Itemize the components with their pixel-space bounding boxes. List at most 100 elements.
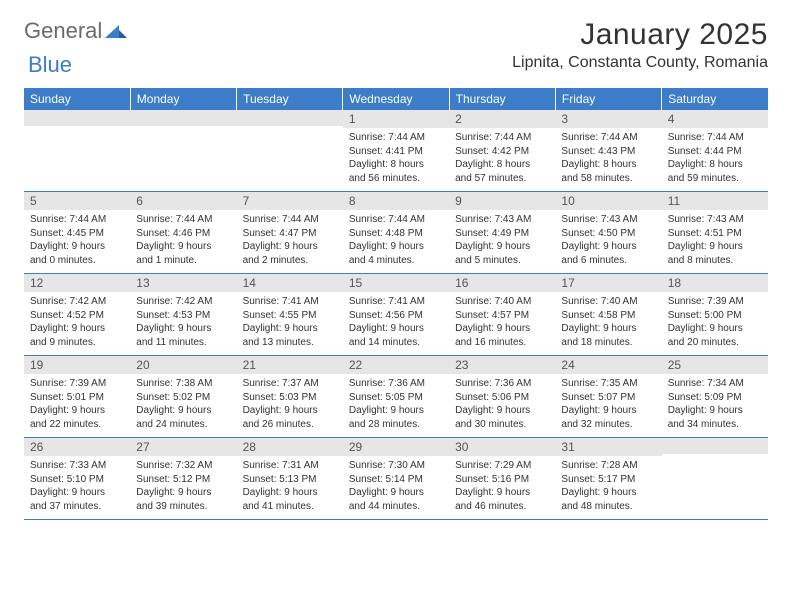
day-cell: 30Sunrise: 7:29 AMSunset: 5:16 PMDayligh… bbox=[449, 438, 555, 520]
daylight-text: Daylight: 9 hours and 46 minutes. bbox=[455, 486, 549, 513]
day-body bbox=[24, 126, 130, 182]
sunset-text: Sunset: 5:13 PM bbox=[243, 473, 337, 487]
sunrise-text: Sunrise: 7:33 AM bbox=[30, 459, 124, 473]
sunset-text: Sunset: 5:07 PM bbox=[561, 391, 655, 405]
day-number: 8 bbox=[343, 192, 449, 210]
day-number bbox=[237, 110, 343, 126]
day-cell: 10Sunrise: 7:43 AMSunset: 4:50 PMDayligh… bbox=[555, 192, 661, 274]
sunset-text: Sunset: 4:46 PM bbox=[136, 227, 230, 241]
day-number: 6 bbox=[130, 192, 236, 210]
sunset-text: Sunset: 4:43 PM bbox=[561, 145, 655, 159]
day-header: Sunday bbox=[24, 88, 130, 110]
day-number: 26 bbox=[24, 438, 130, 456]
sunrise-text: Sunrise: 7:44 AM bbox=[30, 213, 124, 227]
daylight-text: Daylight: 9 hours and 48 minutes. bbox=[561, 486, 655, 513]
sunset-text: Sunset: 4:52 PM bbox=[30, 309, 124, 323]
day-number: 27 bbox=[130, 438, 236, 456]
sunrise-text: Sunrise: 7:43 AM bbox=[561, 213, 655, 227]
day-number: 25 bbox=[662, 356, 768, 374]
sunset-text: Sunset: 4:47 PM bbox=[243, 227, 337, 241]
daylight-text: Daylight: 9 hours and 5 minutes. bbox=[455, 240, 549, 267]
day-cell: 24Sunrise: 7:35 AMSunset: 5:07 PMDayligh… bbox=[555, 356, 661, 438]
day-cell: 7Sunrise: 7:44 AMSunset: 4:47 PMDaylight… bbox=[237, 192, 343, 274]
day-cell: 15Sunrise: 7:41 AMSunset: 4:56 PMDayligh… bbox=[343, 274, 449, 356]
day-number bbox=[662, 438, 768, 454]
day-number: 30 bbox=[449, 438, 555, 456]
daylight-text: Daylight: 9 hours and 2 minutes. bbox=[243, 240, 337, 267]
day-cell: 14Sunrise: 7:41 AMSunset: 4:55 PMDayligh… bbox=[237, 274, 343, 356]
daylight-text: Daylight: 8 hours and 58 minutes. bbox=[561, 158, 655, 185]
day-cell: 23Sunrise: 7:36 AMSunset: 5:06 PMDayligh… bbox=[449, 356, 555, 438]
day-number: 5 bbox=[24, 192, 130, 210]
day-number: 29 bbox=[343, 438, 449, 456]
day-cell: 2Sunrise: 7:44 AMSunset: 4:42 PMDaylight… bbox=[449, 110, 555, 192]
sunset-text: Sunset: 4:44 PM bbox=[668, 145, 762, 159]
day-cell: 18Sunrise: 7:39 AMSunset: 5:00 PMDayligh… bbox=[662, 274, 768, 356]
day-number bbox=[130, 110, 236, 126]
daylight-text: Daylight: 9 hours and 39 minutes. bbox=[136, 486, 230, 513]
sunrise-text: Sunrise: 7:44 AM bbox=[455, 131, 549, 145]
day-body: Sunrise: 7:41 AMSunset: 4:56 PMDaylight:… bbox=[343, 292, 449, 355]
day-body: Sunrise: 7:36 AMSunset: 5:06 PMDaylight:… bbox=[449, 374, 555, 437]
day-header: Thursday bbox=[449, 88, 555, 110]
day-body: Sunrise: 7:44 AMSunset: 4:44 PMDaylight:… bbox=[662, 128, 768, 191]
title-block: January 2025 Lipnita, Constanta County, … bbox=[512, 18, 768, 72]
day-cell: 28Sunrise: 7:31 AMSunset: 5:13 PMDayligh… bbox=[237, 438, 343, 520]
day-number: 28 bbox=[237, 438, 343, 456]
sunrise-text: Sunrise: 7:38 AM bbox=[136, 377, 230, 391]
week-row: 1Sunrise: 7:44 AMSunset: 4:41 PMDaylight… bbox=[24, 110, 768, 192]
day-number: 10 bbox=[555, 192, 661, 210]
day-body: Sunrise: 7:44 AMSunset: 4:42 PMDaylight:… bbox=[449, 128, 555, 191]
day-body: Sunrise: 7:41 AMSunset: 4:55 PMDaylight:… bbox=[237, 292, 343, 355]
location-text: Lipnita, Constanta County, Romania bbox=[512, 54, 768, 72]
daylight-text: Daylight: 9 hours and 30 minutes. bbox=[455, 404, 549, 431]
day-body: Sunrise: 7:44 AMSunset: 4:48 PMDaylight:… bbox=[343, 210, 449, 273]
daylight-text: Daylight: 9 hours and 32 minutes. bbox=[561, 404, 655, 431]
daylight-text: Daylight: 9 hours and 0 minutes. bbox=[30, 240, 124, 267]
sunrise-text: Sunrise: 7:40 AM bbox=[561, 295, 655, 309]
day-cell: 21Sunrise: 7:37 AMSunset: 5:03 PMDayligh… bbox=[237, 356, 343, 438]
day-body: Sunrise: 7:40 AMSunset: 4:57 PMDaylight:… bbox=[449, 292, 555, 355]
day-body: Sunrise: 7:44 AMSunset: 4:46 PMDaylight:… bbox=[130, 210, 236, 273]
day-cell: 5Sunrise: 7:44 AMSunset: 4:45 PMDaylight… bbox=[24, 192, 130, 274]
daylight-text: Daylight: 9 hours and 18 minutes. bbox=[561, 322, 655, 349]
sunset-text: Sunset: 4:41 PM bbox=[349, 145, 443, 159]
sunset-text: Sunset: 4:51 PM bbox=[668, 227, 762, 241]
day-cell: 13Sunrise: 7:42 AMSunset: 4:53 PMDayligh… bbox=[130, 274, 236, 356]
day-number: 7 bbox=[237, 192, 343, 210]
day-cell bbox=[662, 438, 768, 520]
day-body: Sunrise: 7:34 AMSunset: 5:09 PMDaylight:… bbox=[662, 374, 768, 437]
day-body: Sunrise: 7:28 AMSunset: 5:17 PMDaylight:… bbox=[555, 456, 661, 519]
daylight-text: Daylight: 9 hours and 11 minutes. bbox=[136, 322, 230, 349]
day-body: Sunrise: 7:37 AMSunset: 5:03 PMDaylight:… bbox=[237, 374, 343, 437]
sunrise-text: Sunrise: 7:32 AM bbox=[136, 459, 230, 473]
sunrise-text: Sunrise: 7:44 AM bbox=[349, 131, 443, 145]
day-cell bbox=[237, 110, 343, 192]
day-cell: 27Sunrise: 7:32 AMSunset: 5:12 PMDayligh… bbox=[130, 438, 236, 520]
week-row: 26Sunrise: 7:33 AMSunset: 5:10 PMDayligh… bbox=[24, 438, 768, 520]
calendar-body: 1Sunrise: 7:44 AMSunset: 4:41 PMDaylight… bbox=[24, 110, 768, 520]
day-header: Monday bbox=[130, 88, 236, 110]
day-body: Sunrise: 7:32 AMSunset: 5:12 PMDaylight:… bbox=[130, 456, 236, 519]
sunrise-text: Sunrise: 7:39 AM bbox=[30, 377, 124, 391]
day-number: 4 bbox=[662, 110, 768, 128]
day-cell: 9Sunrise: 7:43 AMSunset: 4:49 PMDaylight… bbox=[449, 192, 555, 274]
sunset-text: Sunset: 5:03 PM bbox=[243, 391, 337, 405]
sunset-text: Sunset: 4:42 PM bbox=[455, 145, 549, 159]
sunrise-text: Sunrise: 7:39 AM bbox=[668, 295, 762, 309]
day-number: 19 bbox=[24, 356, 130, 374]
day-number bbox=[24, 110, 130, 126]
sunset-text: Sunset: 4:56 PM bbox=[349, 309, 443, 323]
day-number: 17 bbox=[555, 274, 661, 292]
sunrise-text: Sunrise: 7:30 AM bbox=[349, 459, 443, 473]
day-body: Sunrise: 7:43 AMSunset: 4:49 PMDaylight:… bbox=[449, 210, 555, 273]
daylight-text: Daylight: 9 hours and 26 minutes. bbox=[243, 404, 337, 431]
sunrise-text: Sunrise: 7:34 AM bbox=[668, 377, 762, 391]
day-body: Sunrise: 7:39 AMSunset: 5:01 PMDaylight:… bbox=[24, 374, 130, 437]
day-cell: 16Sunrise: 7:40 AMSunset: 4:57 PMDayligh… bbox=[449, 274, 555, 356]
day-header: Wednesday bbox=[343, 88, 449, 110]
day-body: Sunrise: 7:39 AMSunset: 5:00 PMDaylight:… bbox=[662, 292, 768, 355]
sunrise-text: Sunrise: 7:43 AM bbox=[455, 213, 549, 227]
sunset-text: Sunset: 4:58 PM bbox=[561, 309, 655, 323]
sunrise-text: Sunrise: 7:44 AM bbox=[561, 131, 655, 145]
